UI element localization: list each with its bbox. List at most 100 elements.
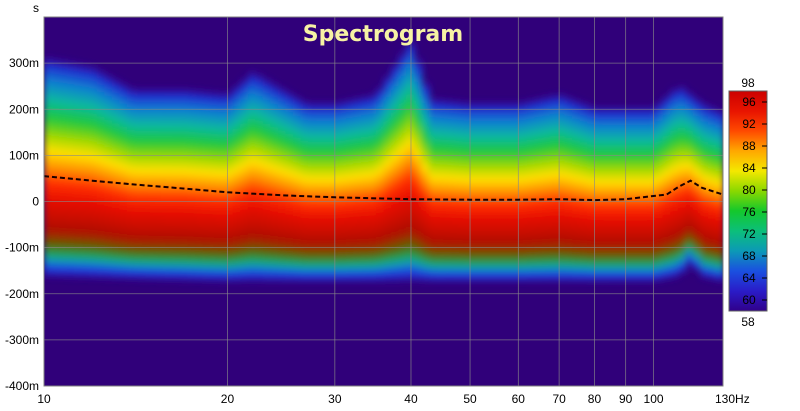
heatmap-field — [44, 37, 723, 285]
heatmap-slice — [640, 104, 649, 285]
heatmap-slice — [541, 93, 551, 285]
heatmap-slice — [353, 95, 362, 285]
heatmap-slice — [247, 68, 257, 285]
heatmap-slice — [436, 96, 445, 285]
x-tick-label: 70 — [552, 392, 566, 406]
heatmap-slice — [172, 86, 181, 284]
x-tick-label: 60 — [512, 392, 526, 406]
plot-area — [44, 17, 723, 386]
grid-lines — [44, 17, 723, 386]
heatmap-slice — [557, 91, 566, 285]
heatmap-slice — [210, 89, 219, 285]
y-tick-label: -300m — [5, 333, 39, 347]
colorbar-gradient — [728, 90, 768, 312]
colorbar-ticks: 96 92 88 84 80 76 72 68 64 60 — [742, 95, 767, 307]
heatmap-slice — [655, 99, 664, 284]
heatmap-slice — [149, 86, 159, 283]
colorbar-tick-label: 68 — [742, 249, 756, 263]
heatmap-slice — [338, 98, 347, 285]
heatmap-slice — [96, 67, 106, 282]
heatmap-slice — [489, 100, 498, 285]
heatmap-slice — [360, 93, 370, 285]
heatmap-slice — [194, 87, 204, 284]
heatmap-slice — [262, 76, 272, 285]
y-axis-ticks: 300m 200m 100m 0 -100m -200m -300m -400m — [5, 56, 39, 393]
heatmap-slice — [458, 99, 468, 285]
heatmap-slice — [376, 84, 385, 285]
heatmap-slice — [519, 99, 528, 285]
heatmap-slice — [44, 54, 53, 280]
heatmap-slice — [277, 85, 287, 285]
colorbar-tick-label: 60 — [742, 293, 756, 307]
x-tick-label: 10 — [37, 392, 51, 406]
heatmap-slice — [534, 95, 544, 285]
heatmap-slice — [662, 92, 672, 283]
y-axis-unit: s — [33, 1, 39, 15]
heatmap-slice — [451, 98, 461, 285]
colorbar-tick-label: 64 — [742, 271, 756, 285]
heatmap-slice — [632, 104, 642, 285]
y-tick-label: 300m — [9, 56, 39, 70]
heatmap-slice — [587, 103, 596, 285]
heatmap-slice — [549, 92, 559, 285]
heatmap-slice — [255, 71, 264, 285]
x-tick-label: 80 — [588, 392, 602, 406]
plot-frame — [43, 16, 724, 387]
chart-title: Spectrogram — [303, 22, 463, 47]
heatmap-slice — [345, 96, 355, 285]
colorbar-tick-label: 76 — [742, 205, 756, 219]
y-tick-label: -400m — [5, 379, 39, 393]
heatmap-slice — [202, 88, 212, 284]
x-tick-label: 100 — [644, 392, 664, 406]
heatmap-slice — [225, 89, 234, 285]
heatmap-slice — [443, 97, 453, 285]
x-tick-label: 90 — [619, 392, 633, 406]
heatmap-slice — [707, 104, 717, 282]
colorbar-tick-label: 88 — [742, 139, 756, 153]
heatmap-slice — [572, 97, 581, 285]
heatmap-slice — [481, 100, 491, 285]
heatmap-slice — [134, 86, 144, 283]
heatmap-slice — [74, 60, 83, 281]
heatmap-slice — [104, 72, 114, 282]
colorbar-tick-label: 92 — [742, 117, 756, 131]
heatmap-slice — [617, 104, 627, 285]
x-tick-label: 20 — [221, 392, 235, 406]
heatmap-slice — [700, 101, 710, 281]
heatmap-slice — [609, 104, 619, 285]
heatmap-slice — [504, 100, 513, 285]
heatmap-slice — [564, 94, 574, 285]
heatmap-slice — [579, 100, 589, 285]
heatmap-slice — [391, 60, 400, 285]
heatmap-slice — [232, 82, 242, 285]
heatmap-slice — [624, 104, 634, 285]
heatmap-slice — [602, 104, 611, 285]
heatmap-slice — [383, 72, 393, 285]
x-tick-label: 130Hz — [715, 392, 750, 406]
heatmap-slice — [51, 56, 61, 281]
colorbar-tick-label: 84 — [742, 161, 756, 175]
y-tick-label: -200m — [5, 287, 39, 301]
peak-delay-line — [44, 175, 723, 202]
heatmap-slice — [217, 90, 227, 285]
colorbar-min-label: 58 — [741, 315, 755, 329]
heatmap-slice — [685, 89, 694, 268]
heatmap-slice — [142, 86, 151, 283]
heatmap-slice — [677, 83, 687, 277]
heatmap-slice — [127, 84, 136, 283]
x-tick-label: 50 — [463, 392, 477, 406]
y-tick-label: 200m — [9, 102, 39, 116]
x-tick-label: 30 — [328, 392, 342, 406]
heatmap-slice — [164, 86, 174, 284]
heatmap-slice — [179, 86, 189, 284]
colorbar: 98 58 96 92 88 84 80 76 72 68 64 60 — [728, 76, 768, 329]
heatmap-slice — [428, 95, 438, 285]
heatmap-slice — [293, 94, 302, 285]
colorbar-tick-label: 96 — [742, 95, 756, 109]
heatmap-slice — [421, 79, 430, 285]
colorbar-tick-label: 80 — [742, 183, 756, 197]
heatmap-slice — [187, 86, 196, 284]
heatmap-slice — [496, 100, 506, 285]
x-tick-label: 40 — [404, 392, 418, 406]
